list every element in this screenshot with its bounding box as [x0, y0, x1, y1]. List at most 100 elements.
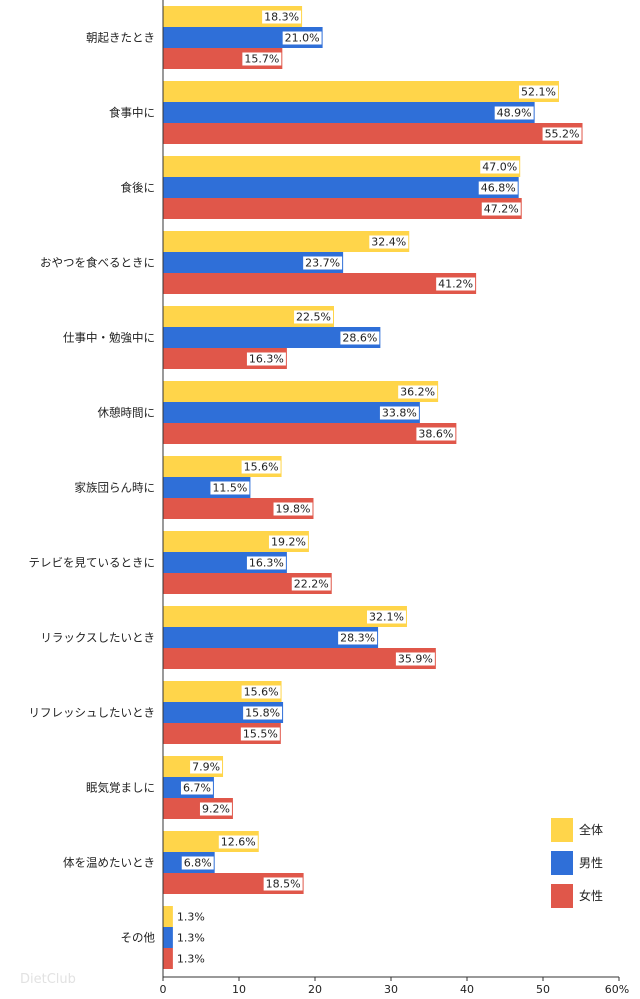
data-label-background [174, 910, 207, 924]
data-label: 16.3% [249, 353, 284, 366]
data-label-background [218, 835, 258, 849]
bar-all [163, 81, 559, 102]
data-label-background [294, 310, 333, 324]
bar-male [163, 927, 173, 948]
legend-swatch [551, 818, 573, 842]
legend-swatch [551, 851, 573, 875]
data-label: 22.2% [294, 578, 329, 591]
data-label-background [395, 652, 435, 666]
data-label-background [519, 85, 558, 99]
data-label: 52.1% [521, 86, 556, 99]
data-label: 22.5% [296, 311, 331, 324]
data-label: 55.2% [545, 128, 580, 141]
bar-female [163, 123, 583, 144]
category-label: おやつを食べるときに [40, 256, 155, 270]
data-label: 12.6% [221, 836, 256, 849]
bar-male [163, 327, 381, 348]
legend-swatch [551, 884, 573, 908]
data-label-background [180, 781, 213, 795]
data-label-background [398, 385, 438, 399]
category-label: 食後に [121, 181, 156, 195]
data-label-background [542, 127, 582, 141]
data-label: 21.0% [285, 32, 320, 45]
data-label: 16.3% [249, 557, 284, 570]
x-tick-label: 10 [232, 983, 246, 996]
x-axis: 0 10 20 30 40 50 60% [160, 0, 629, 996]
bar-all [163, 156, 521, 177]
data-label: 15.7% [244, 53, 279, 66]
data-label-background [478, 181, 518, 195]
data-label: 15.8% [245, 707, 280, 720]
category-label: 仕事中・勉強中に [63, 331, 155, 345]
data-label: 18.5% [266, 878, 301, 891]
data-label-background [243, 706, 283, 720]
x-tick-label: 40 [460, 983, 474, 996]
bar-female [163, 648, 436, 669]
bar-female [163, 948, 173, 969]
data-label-background [190, 760, 223, 774]
data-label-background [480, 160, 520, 174]
data-label-background [291, 577, 331, 591]
data-label: 11.5% [212, 482, 247, 495]
data-label: 9.2% [202, 803, 230, 816]
legend-label: 女性 [579, 888, 603, 903]
data-label-background [174, 931, 207, 945]
data-label: 41.2% [438, 278, 473, 291]
data-label-background [367, 610, 406, 624]
data-label-background [246, 352, 286, 366]
data-label-background [416, 427, 456, 441]
data-label-background [282, 31, 322, 45]
data-label: 19.2% [271, 536, 306, 549]
data-label-background [436, 277, 476, 291]
data-label-background [262, 10, 302, 24]
category-label: 家族団らん時に [75, 481, 156, 495]
data-label: 36.2% [400, 386, 435, 399]
data-label-background [379, 406, 419, 420]
data-label: 15.5% [243, 728, 278, 741]
data-label-background [268, 535, 308, 549]
bars-layer [163, 6, 583, 969]
labels-layer: 朝起きたとき 18.3% 21.0% 15.7% 食事中に 52.1% 48.9% 55.2%… [29, 10, 582, 966]
category-label: 眠気覚ましに [86, 781, 155, 795]
bar-female [163, 198, 522, 219]
data-label: 6.7% [183, 782, 211, 795]
data-label-background [369, 235, 409, 249]
data-label: 32.1% [369, 611, 404, 624]
data-label-background [246, 556, 286, 570]
category-label: リフレッシュしたいとき [29, 706, 156, 720]
data-label: 35.9% [398, 653, 433, 666]
data-label-background [210, 481, 250, 495]
data-label: 15.6% [244, 461, 279, 474]
category-label: テレビを見ているときに [29, 556, 156, 570]
category-label: 朝起きたとき [86, 31, 155, 45]
x-tick-label: 30 [384, 983, 398, 996]
data-label: 1.3% [177, 911, 205, 924]
data-label: 47.0% [482, 161, 517, 174]
data-label: 6.8% [184, 857, 212, 870]
bar-female [163, 273, 477, 294]
category-label: 体を温めたいとき [63, 856, 155, 870]
bar-male [163, 402, 420, 423]
bar-female [163, 573, 332, 594]
data-label-background [241, 685, 281, 699]
legend-label: 男性 [579, 856, 603, 870]
bar-all [163, 381, 439, 402]
x-tick-label: 0 [160, 983, 167, 996]
data-label-background [199, 802, 232, 816]
bar-male [163, 252, 344, 273]
bar-all [163, 906, 173, 927]
data-label: 15.6% [244, 686, 279, 699]
data-label-background [174, 952, 207, 966]
data-label-background [303, 256, 343, 270]
category-label: 休憩時間に [98, 406, 156, 420]
bar-all [163, 306, 334, 327]
data-label: 38.6% [418, 428, 453, 441]
category-label: リラックスしたいとき [40, 631, 155, 645]
x-tick-label: 20 [308, 983, 322, 996]
category-label: その他 [121, 931, 156, 945]
data-label-background [494, 106, 534, 120]
x-tick-label: 50 [536, 983, 550, 996]
data-label-background [240, 727, 280, 741]
